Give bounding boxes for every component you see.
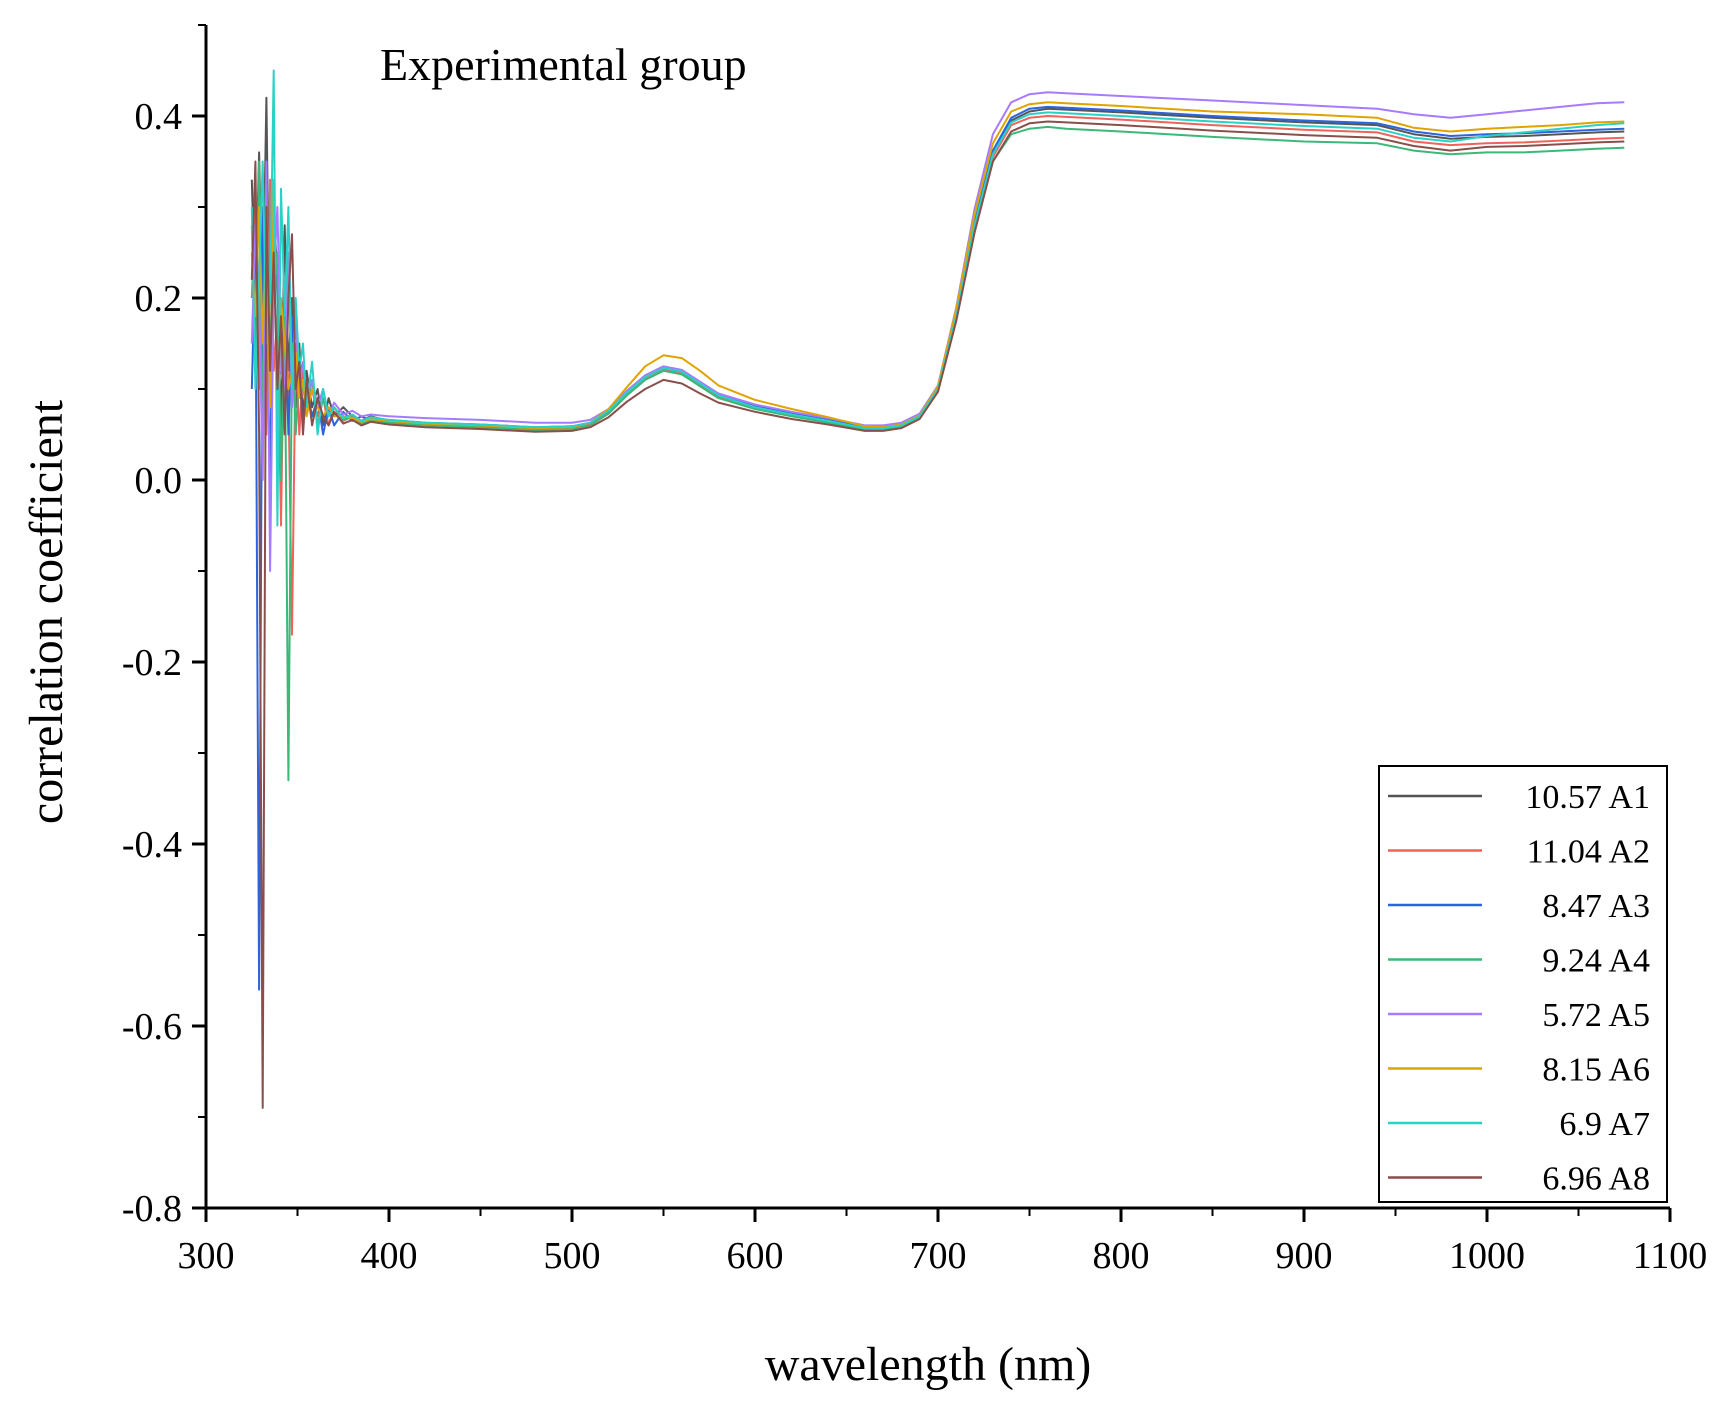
legend-label: 8.47 A3 [1542,888,1650,925]
legend-label: 6.96 A8 [1542,1161,1650,1198]
x-tick-label: 1100 [1633,1235,1708,1277]
legend-label: 8.15 A6 [1542,1052,1650,1089]
y-tick-label: -0.4 [122,824,182,866]
series-line-4 [250,125,1625,782]
legend-label: 6.9 A7 [1559,1106,1650,1143]
x-ticks: 300 400 500 600 700 800 900 1000 1100 [178,1208,1708,1277]
x-tick-label: 700 [910,1235,967,1277]
y-axis-title: correlation coefficient [20,399,73,824]
x-tick-label: 500 [544,1235,601,1277]
legend: 10.57 A1 11.04 A2 8.47 A3 9.24 A4 5.72 A5 8.1… [1378,765,1668,1203]
x-tick-label: 300 [178,1235,235,1277]
series-layer [250,69,1625,1109]
series-line-7 [250,69,1625,527]
legend-label: 11.04 A2 [1527,834,1650,871]
y-tick-label: -0.6 [122,1006,182,1048]
legend-label: 10.57 A1 [1525,779,1650,816]
x-tick-label: 600 [727,1235,784,1277]
y-ticks: -0.8 -0.6 -0.4 -0.2 0.0 0.2 0.4 [122,24,206,1230]
y-tick-label: 0.2 [135,278,183,320]
y-tick-label: 0.4 [135,96,183,138]
x-tick-label: 400 [361,1235,418,1277]
x-tick-label: 800 [1093,1235,1150,1277]
legend-box [1378,765,1668,1203]
legend-label: 9.24 A4 [1542,943,1650,980]
x-axis-title: wavelength (nm) [765,1338,1092,1391]
y-tick-label: -0.8 [122,1188,182,1230]
y-tick-label: 0.0 [135,460,183,502]
x-tick-label: 1000 [1449,1235,1525,1277]
y-tick-label: -0.2 [122,642,182,684]
series-line-8 [250,120,1625,1109]
legend-label: 5.72 A5 [1542,997,1650,1034]
series-line-6 [250,101,1625,436]
chart-title: Experimental group [380,39,747,90]
x-tick-label: 900 [1276,1235,1333,1277]
